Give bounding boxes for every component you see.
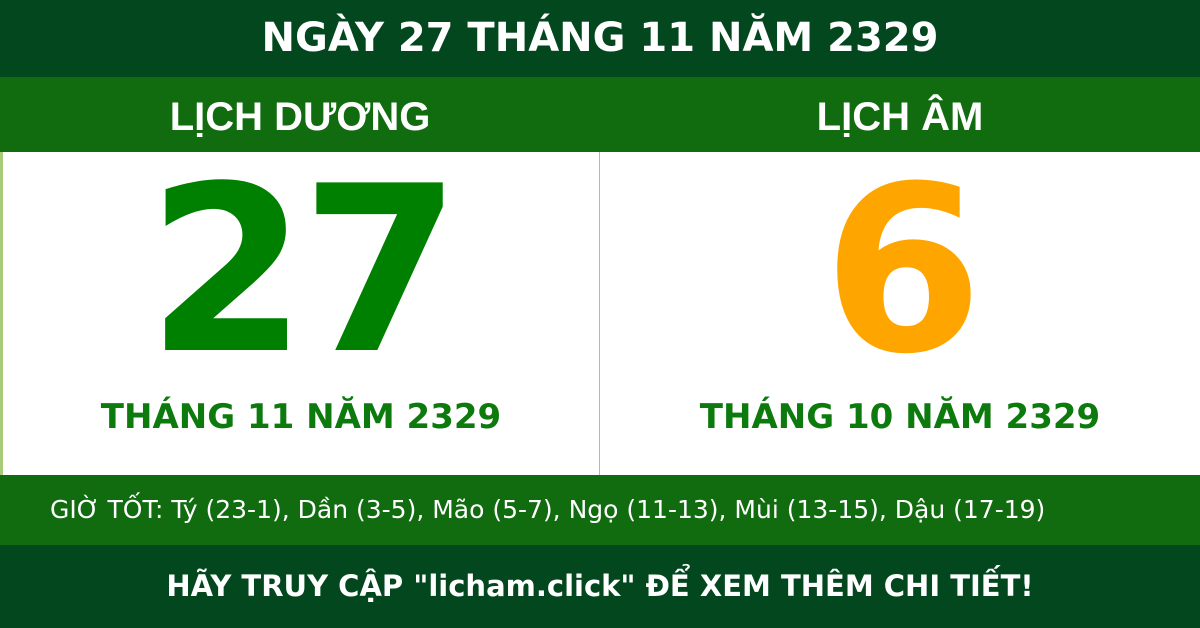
solar-month-year: THÁNG 11 NĂM 2329 xyxy=(100,397,502,437)
good-hours: GIỜ TỐT: Tý (23-1), Dần (3-5), Mão (5-7)… xyxy=(0,475,1200,545)
footer-cta: HÃY TRUY CẬP "licham.click" ĐỂ XEM THÊM … xyxy=(0,545,1200,628)
lunar-day: 6 xyxy=(822,138,983,405)
calendar-headings: LỊCH DƯƠNG LỊCH ÂM xyxy=(0,77,1200,152)
lunar-month-year: THÁNG 10 NĂM 2329 xyxy=(699,397,1101,437)
solar-heading: LỊCH DƯƠNG xyxy=(169,95,431,139)
lunar-heading: LỊCH ÂM xyxy=(816,95,984,139)
page-title: NGÀY 27 THÁNG 11 NĂM 2329 xyxy=(0,0,1200,77)
solar-day: 27 xyxy=(146,138,461,405)
lunar-panel: 6 THÁNG 10 NĂM 2329 xyxy=(600,152,1200,475)
solar-panel: 27 THÁNG 11 NĂM 2329 xyxy=(0,152,600,475)
calendar-body: 27 THÁNG 11 NĂM 2329 6 THÁNG 10 NĂM 2329 xyxy=(0,152,1200,475)
